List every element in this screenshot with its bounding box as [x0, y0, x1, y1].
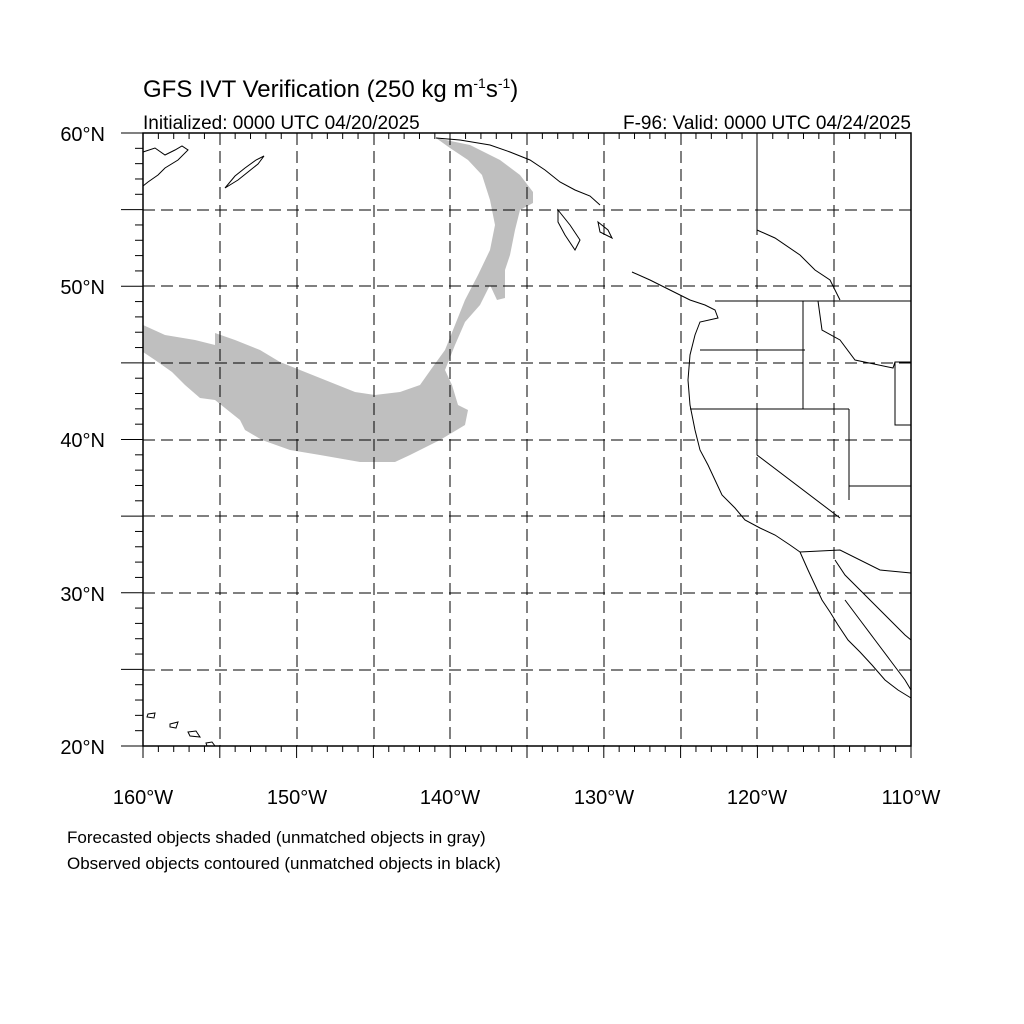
footer-note-observed: Observed objects contoured (unmatched ob…	[67, 854, 501, 873]
coastlines	[142, 137, 912, 747]
alaska-south-coast	[435, 137, 601, 206]
lon-label-150w: 150°W	[267, 787, 327, 809]
lat-label-60n: 60°N	[60, 124, 105, 146]
west-coast	[631, 271, 801, 553]
gridlines	[143, 133, 911, 746]
bc-islands	[557, 208, 614, 251]
lat-label-20n: 20°N	[60, 737, 105, 759]
longitude-labels: 160°W 150°W 140°W 130°W 120°W 110°W	[113, 787, 941, 809]
baja-coast	[799, 551, 912, 699]
lon-label-160w: 160°W	[113, 787, 173, 809]
hawaii-islands	[146, 712, 216, 747]
init-time-label: Initialized: 0000 UTC 04/20/2025	[143, 113, 420, 134]
forecast-object-shaded	[143, 138, 533, 462]
alaska-coast	[142, 145, 189, 187]
lat-label-50n: 50°N	[60, 277, 105, 299]
gulf-california-coast	[834, 559, 912, 641]
wy-box	[894, 362, 911, 426]
latitude-labels: 60°N 50°N 40°N 30°N 20°N	[60, 124, 105, 759]
figure-title: GFS IVT Verification (250 kg m-1s-1)	[143, 75, 518, 103]
canada-interior-line	[756, 229, 841, 301]
lat-label-40n: 40°N	[60, 430, 105, 452]
lat-label-30n: 30°N	[60, 584, 105, 606]
map-frame	[142, 132, 912, 747]
kodiak-coast	[224, 155, 265, 189]
mainland-mexico-coast	[844, 599, 912, 691]
lon-label-120w: 120°W	[727, 787, 787, 809]
footer-note-forecast: Forecasted objects shaded (unmatched obj…	[67, 828, 486, 847]
lon-label-130w: 130°W	[574, 787, 634, 809]
lon-label-110w: 110°W	[882, 787, 941, 809]
lon-label-140w: 140°W	[420, 787, 480, 809]
valid-time-label: F-96: Valid: 0000 UTC 04/24/2025	[623, 113, 911, 134]
axis-ticks	[121, 132, 912, 758]
map-panel	[121, 132, 912, 758]
us-mexico-border	[799, 549, 912, 574]
